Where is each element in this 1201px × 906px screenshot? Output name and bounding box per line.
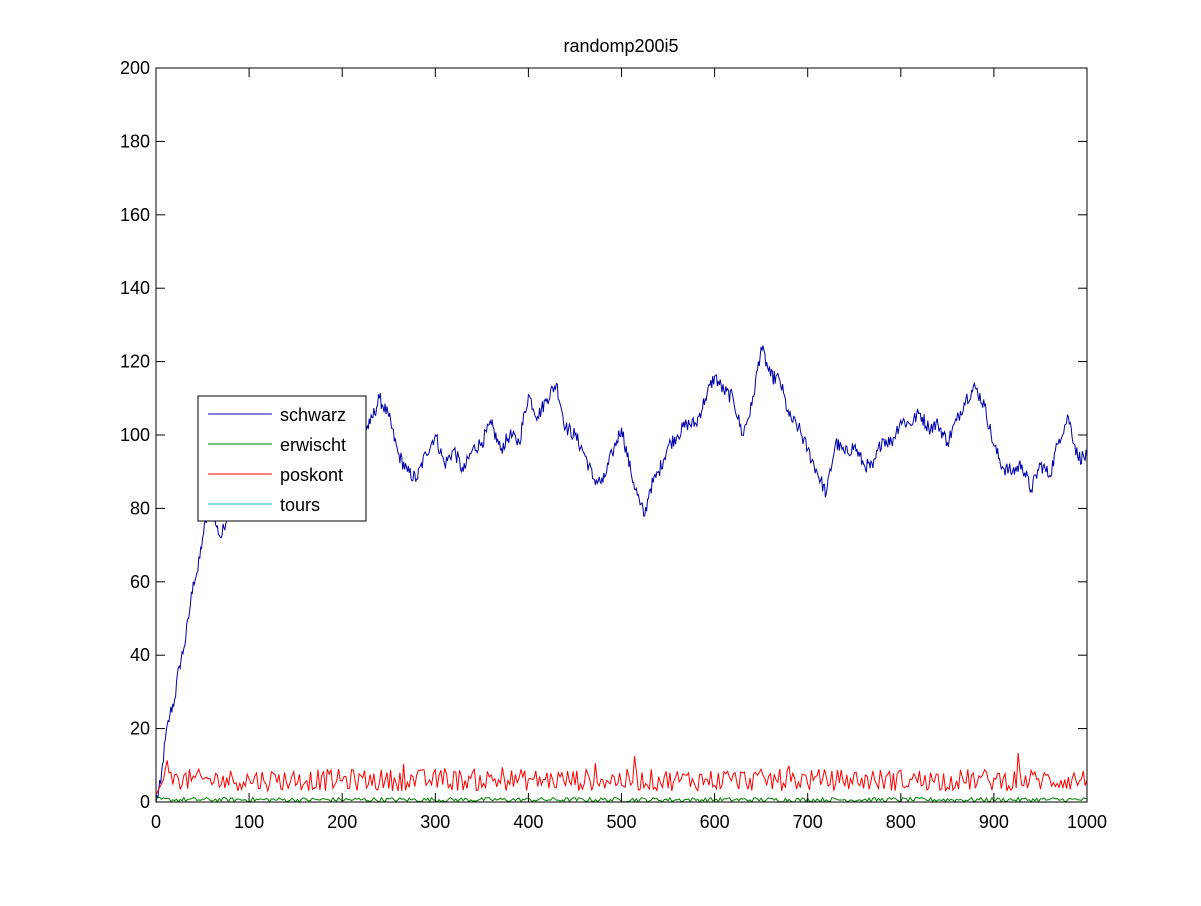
y-tick-label: 0 — [140, 792, 150, 812]
legend-label-schwarz: schwarz — [280, 405, 346, 425]
y-tick-label: 20 — [130, 719, 150, 739]
y-tick-label: 80 — [130, 498, 150, 518]
x-tick-label: 500 — [606, 812, 636, 832]
legend: schwarz erwischt poskont tours — [197, 395, 367, 522]
x-tick-label: 900 — [979, 812, 1009, 832]
chart-title: randomp200i5 — [563, 36, 678, 56]
legend-label-tours: tours — [280, 495, 320, 515]
y-tick-label: 120 — [120, 352, 150, 372]
legend-box — [197, 395, 367, 522]
series-line-poskont — [156, 753, 1087, 795]
x-tick-label: 100 — [234, 812, 264, 832]
x-tick-label: 600 — [700, 812, 730, 832]
y-tick-label: 200 — [120, 58, 150, 78]
y-tick-label: 100 — [120, 425, 150, 445]
y-tick-label: 180 — [120, 131, 150, 151]
y-tick-label: 40 — [130, 645, 150, 665]
x-tick-label: 200 — [327, 812, 357, 832]
legend-label-poskont: poskont — [280, 465, 343, 485]
x-tick-label: 700 — [793, 812, 823, 832]
x-tick-label: 0 — [151, 812, 161, 832]
y-tick-label: 60 — [130, 572, 150, 592]
x-tick-label: 400 — [513, 812, 543, 832]
axes: 0 100 200 300 400 500 600 700 800 900 1000 0 20 40 60 8… — [120, 58, 1107, 832]
x-tick-label: 800 — [886, 812, 916, 832]
x-tick-label: 1000 — [1067, 812, 1107, 832]
legend-label-erwischt: erwischt — [280, 435, 346, 455]
x-tick-label: 300 — [420, 812, 450, 832]
y-tick-label: 160 — [120, 205, 150, 225]
y-tick-label: 140 — [120, 278, 150, 298]
